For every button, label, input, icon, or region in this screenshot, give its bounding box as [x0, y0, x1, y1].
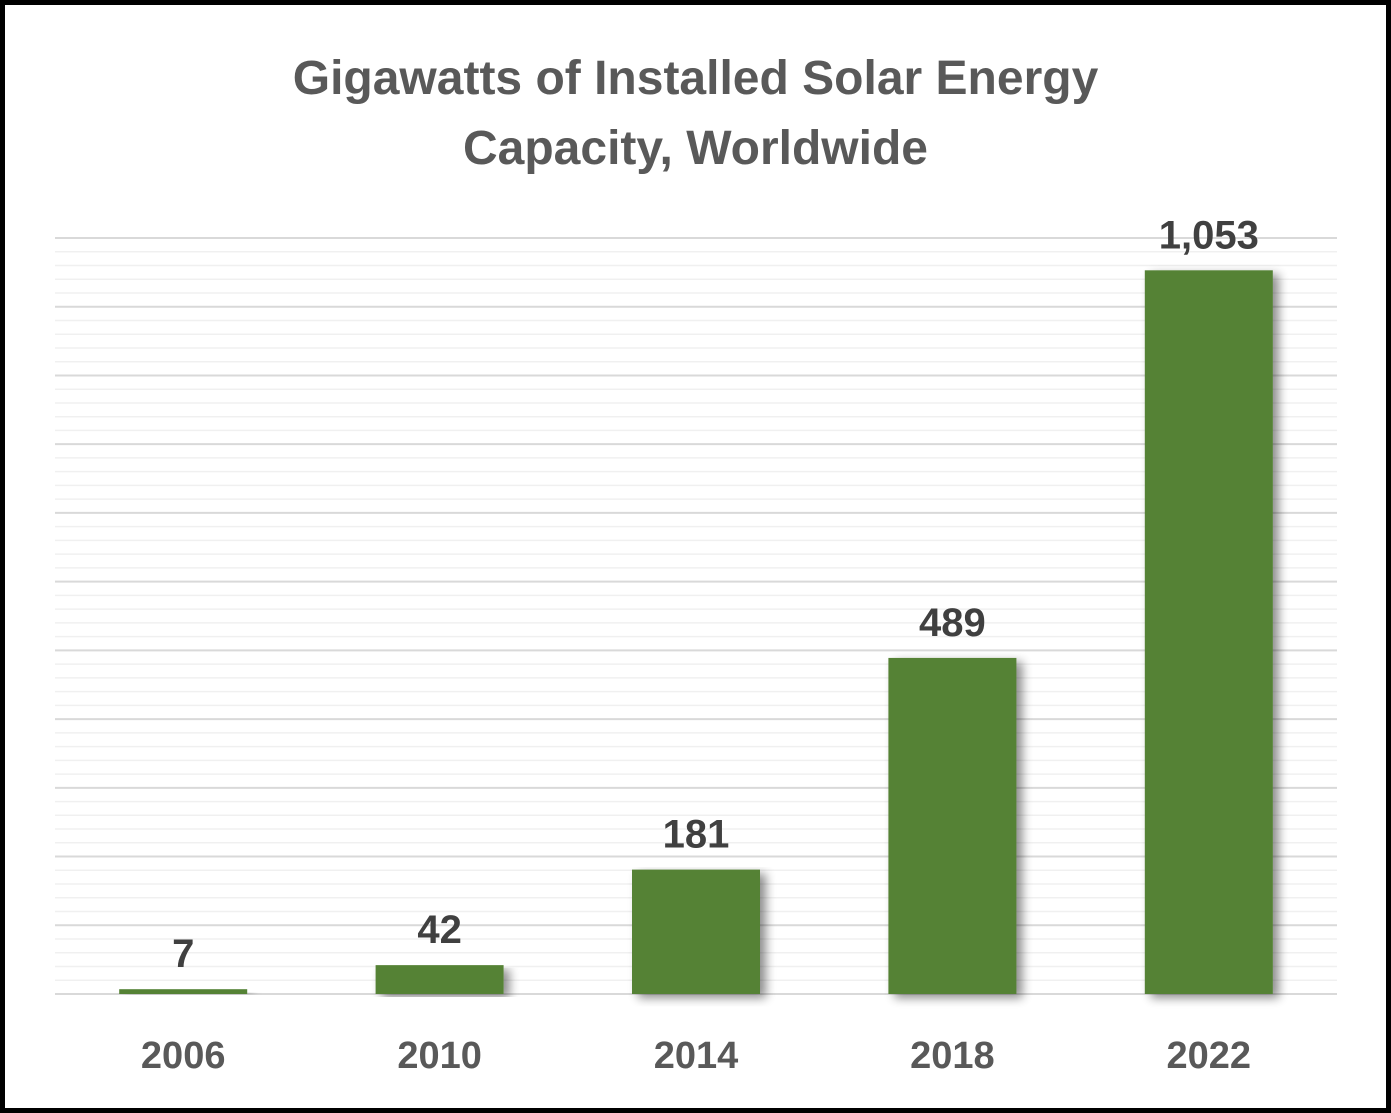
chart-title-line-2: Capacity, Worldwide [463, 122, 928, 175]
data-label-2018: 489 [919, 601, 986, 645]
data-labels: 7 42 181 489 1,053 [172, 213, 1259, 976]
bar-2022 [1144, 270, 1273, 994]
data-label-2022: 1,053 [1159, 213, 1259, 257]
chart-title-line-1: Gigawatts of Installed Solar Energy [292, 52, 1099, 105]
bars [119, 270, 1273, 994]
x-tick-label-2018: 2018 [910, 1035, 995, 1077]
data-label-2010: 42 [417, 908, 462, 952]
x-tick-label-2006: 2006 [141, 1035, 226, 1077]
bar-2014 [632, 869, 760, 994]
data-label-2006: 7 [172, 932, 194, 976]
bar-2006 [119, 989, 248, 994]
x-tick-label-2022: 2022 [1167, 1035, 1252, 1077]
chart-title: Gigawatts of Installed Solar Energy Capa… [0, 44, 1391, 184]
x-axis-tick-labels: 2006 2010 2014 2018 2022 [141, 1035, 1251, 1077]
data-label-2014: 181 [663, 813, 730, 857]
bar-2018 [888, 657, 1017, 994]
x-tick-label-2010: 2010 [397, 1035, 482, 1077]
x-tick-label-2014: 2014 [654, 1035, 739, 1077]
bar-2010 [375, 965, 504, 994]
